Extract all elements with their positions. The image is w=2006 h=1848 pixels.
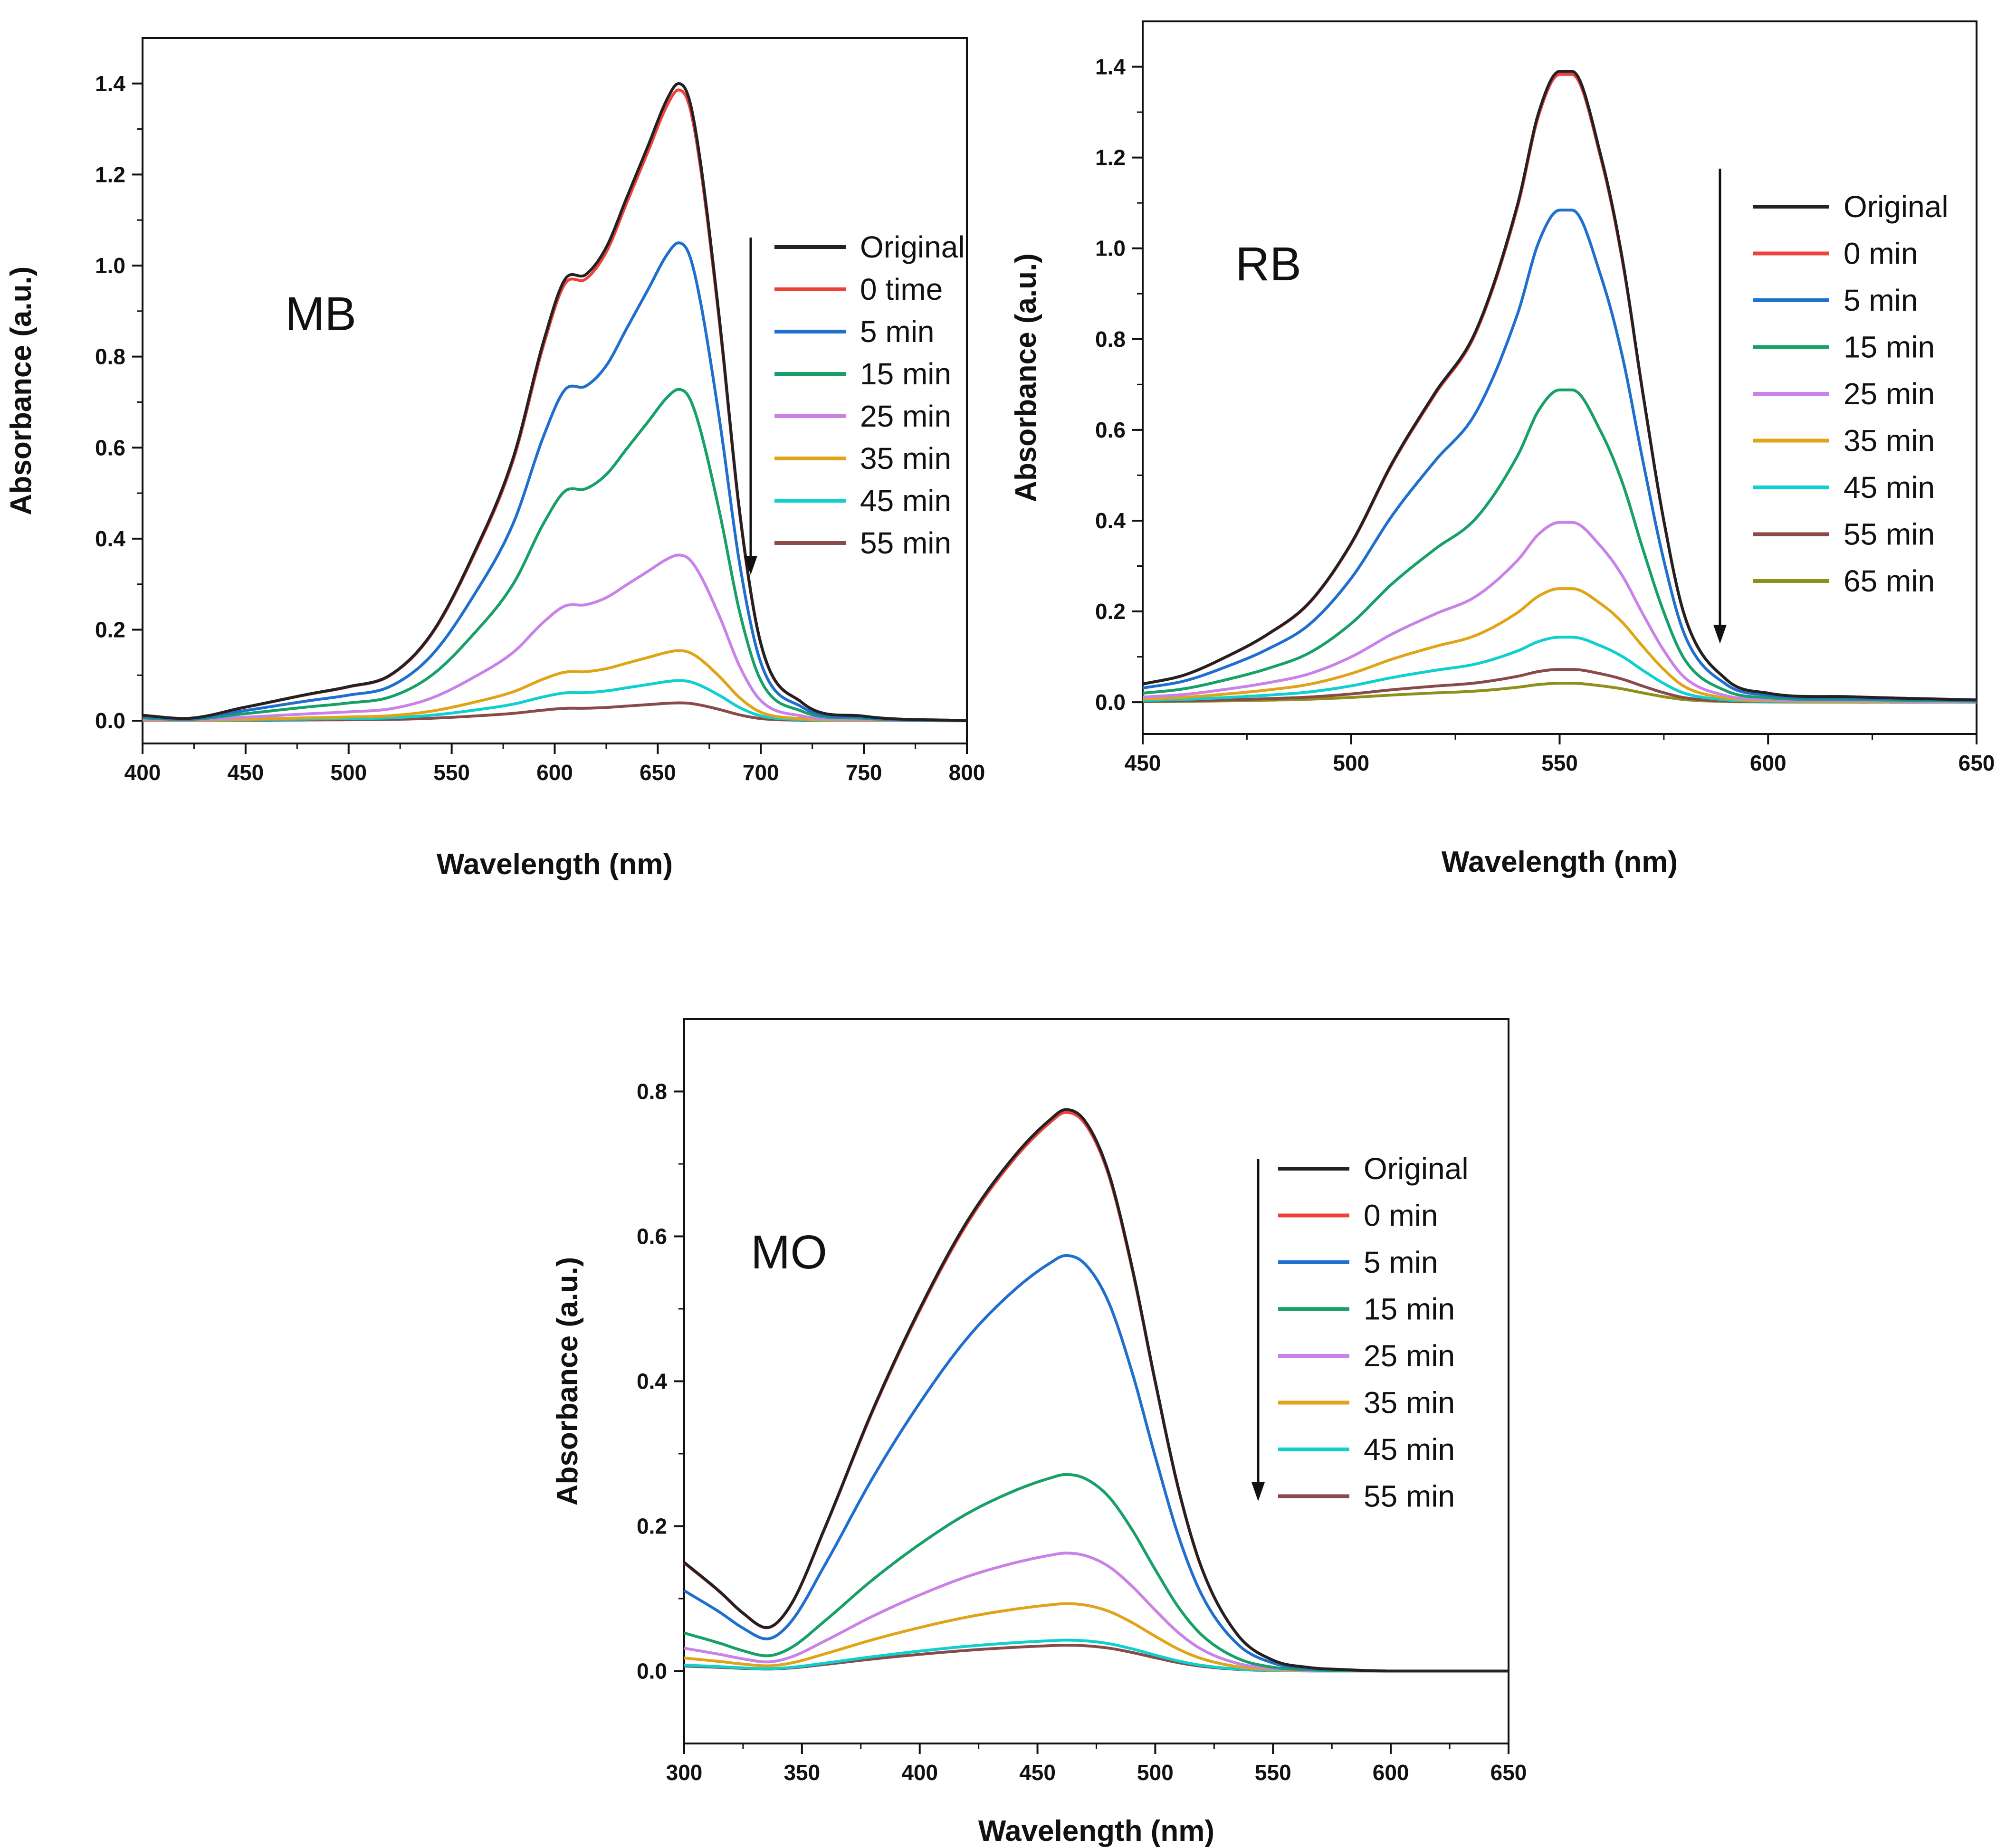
x-tick-label: 350	[783, 1760, 820, 1785]
series-line-35-min	[684, 1602, 1509, 1673]
y-axis-label: Absorbance (a.u.)	[5, 267, 38, 515]
x-tick-label: 600	[1373, 1760, 1409, 1785]
x-tick-label: 500	[1333, 751, 1369, 775]
x-tick-label: 750	[846, 760, 882, 785]
legend-label: 0 min	[1364, 1199, 1438, 1233]
y-tick-label: 0.2	[1095, 599, 1126, 624]
series-line-25-min	[142, 553, 967, 723]
legend: Original 0 time 5 min 15 min 25 min 35 min 45 …	[774, 230, 965, 560]
legend-label: 5 min	[860, 314, 935, 349]
x-tick-label: 300	[666, 1760, 703, 1785]
legend: Original 0 min 5 min 15 min 25 min 35 min 45 m…	[1753, 190, 1949, 598]
legend-label: 5 min	[1844, 283, 1918, 317]
x-tick-label: 550	[1541, 751, 1578, 775]
legend-label: 55 min	[1364, 1479, 1455, 1514]
y-tick-label: 0.4	[637, 1369, 667, 1394]
y-tick-label: 0.8	[637, 1079, 667, 1104]
series-line-original	[683, 1108, 1509, 1673]
y-tick-label: 1.2	[1095, 145, 1126, 170]
y-tick-label: 0.2	[95, 617, 125, 642]
y-tick-label: 0.4	[95, 526, 125, 551]
y-tick-label: 0.8	[1095, 327, 1126, 352]
y-tick-label: 0.2	[637, 1514, 667, 1539]
x-tick-label: 450	[228, 760, 264, 785]
x-tick-label: 500	[330, 760, 367, 785]
x-axis-label: Wavelength (nm)	[437, 848, 673, 881]
x-tick-label: 800	[949, 760, 985, 785]
x-tick-label: 600	[1750, 751, 1786, 775]
panel-title: MB	[285, 287, 356, 341]
y-axis-label: Absorbance (a.u.)	[551, 1257, 584, 1506]
legend-label: 45 min	[860, 484, 951, 518]
legend-label: 35 min	[1364, 1386, 1455, 1420]
series-line-15-min	[142, 388, 967, 723]
y-tick-label: 0.6	[1095, 418, 1126, 442]
x-tick-label: 550	[1255, 1760, 1291, 1785]
x-tick-label: 500	[1137, 1760, 1174, 1785]
panel-mb: MB Original 0 time 5 min 15 min 25 min 35 min…	[5, 37, 985, 881]
legend-label: Original	[1844, 190, 1949, 224]
x-axis-label: Wavelength (nm)	[978, 1815, 1214, 1848]
y-tick-label: 0.0	[1095, 690, 1126, 714]
y-tick-label: 0.8	[95, 344, 125, 369]
legend-label: 45 min	[1844, 470, 1935, 505]
panel-title: MO	[751, 1226, 827, 1279]
x-tick-label: 650	[640, 760, 676, 785]
series-line-35-min	[1142, 587, 1977, 704]
x-tick-label: 550	[433, 760, 470, 785]
series-line-5-min	[142, 241, 967, 723]
y-tick-label: 1.0	[95, 253, 125, 278]
legend-label: 25 min	[1364, 1339, 1455, 1373]
y-tick-label: 1.0	[1095, 236, 1126, 261]
legend-label: 55 min	[860, 526, 951, 560]
panel-title: RB	[1235, 238, 1301, 291]
x-tick-label: 450	[1019, 1760, 1056, 1785]
legend-label: 35 min	[860, 441, 951, 476]
x-axis-label: Wavelength (nm)	[1442, 846, 1678, 878]
plot-frame	[142, 37, 968, 744]
series-line-15-min	[1142, 388, 1977, 703]
x-tick-label: 600	[536, 760, 573, 785]
y-tick-label: 1.2	[95, 162, 125, 187]
x-tick-label: 400	[124, 760, 161, 785]
legend-label: 15 min	[1364, 1292, 1455, 1326]
legend-label: 15 min	[1844, 330, 1935, 364]
legend: Original 0 min 5 min 15 min 25 min 35 min 45 m…	[1278, 1152, 1469, 1514]
legend-label: Original	[860, 230, 965, 264]
x-tick-label: 650	[1490, 1760, 1527, 1785]
x-tick-label: 700	[743, 760, 779, 785]
legend-label: 0 time	[860, 272, 943, 306]
y-tick-label: 0.0	[95, 708, 125, 733]
x-tick-label: 650	[1958, 751, 1995, 775]
legend-label: 35 min	[1844, 424, 1935, 458]
y-tick-label: 0.4	[1095, 508, 1126, 533]
y-tick-label: 1.4	[1095, 55, 1126, 79]
legend-label: 15 min	[860, 357, 951, 391]
y-tick-label: 0.6	[637, 1224, 667, 1249]
legend-label: 65 min	[1844, 564, 1935, 598]
legend-label: 25 min	[860, 399, 951, 433]
series-line-original	[142, 82, 967, 723]
y-tick-label: 0.6	[95, 435, 125, 460]
legend-label: Original	[1364, 1152, 1469, 1186]
y-tick-label: 1.4	[95, 71, 125, 96]
trend-arrow-head	[1251, 1482, 1265, 1501]
series-line-original	[1142, 70, 1977, 702]
legend-label: 55 min	[1844, 517, 1935, 552]
x-tick-label: 450	[1125, 751, 1161, 775]
x-tick-label: 400	[901, 1760, 938, 1785]
series-line-45-min	[684, 1638, 1509, 1673]
legend-label: 0 min	[1844, 237, 1918, 271]
trend-arrow-head	[1713, 625, 1727, 644]
y-axis-label: Absorbance (a.u.)	[1010, 253, 1042, 502]
panel-mo: MO Original 0 min 5 min 15 min 25 min 35 min 4…	[551, 1018, 1527, 1848]
trend-arrow-head	[744, 556, 757, 575]
legend-label: 25 min	[1844, 377, 1935, 411]
legend-label: 45 min	[1364, 1432, 1455, 1467]
panel-rb: RB Original 0 min 5 min 15 min 25 min 35 min 4…	[1010, 20, 1995, 878]
y-tick-label: 0.0	[637, 1659, 667, 1684]
legend-label: 5 min	[1364, 1245, 1438, 1279]
